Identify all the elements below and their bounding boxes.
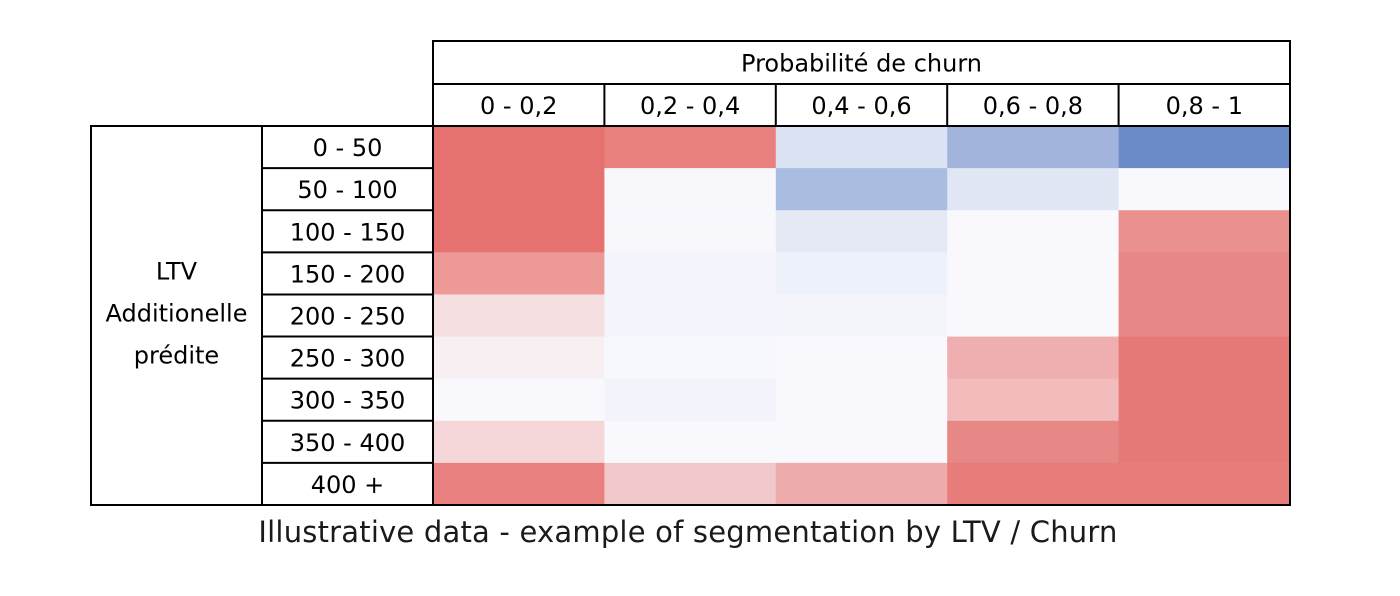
heatmap-cell — [1118, 210, 1291, 253]
heatmap-cell — [604, 462, 777, 506]
heatmap-cell — [604, 126, 777, 169]
heatmap-cell — [947, 210, 1120, 253]
row-header: 350 - 400 — [290, 429, 406, 457]
heatmap-cell — [1118, 420, 1291, 464]
heatmap-cell — [947, 126, 1120, 169]
heatmap-cell — [604, 252, 777, 295]
heatmap-cell — [1118, 462, 1291, 506]
heatmap-cell — [433, 462, 605, 506]
heatmap-cell — [775, 210, 948, 253]
heatmap-cell — [947, 420, 1120, 464]
heatmap-chart: Probabilité de churn 0 - 0,2 0,2 - 0,4 0,4 … — [90, 40, 1291, 506]
heatmap-cell — [947, 462, 1120, 506]
heatmap-cell — [1118, 378, 1291, 422]
heatmap-cell — [947, 252, 1120, 295]
heatmap-cell — [604, 420, 777, 464]
heatmap-cell — [775, 252, 948, 295]
heatmap-cell — [604, 210, 777, 253]
column-header: 0,4 - 0,6 — [811, 92, 911, 120]
row-header: 0 - 50 — [313, 134, 383, 162]
column-header: 0,6 - 0,8 — [983, 92, 1083, 120]
column-header: 0,8 - 1 — [1166, 92, 1243, 120]
heatmap-cell — [433, 210, 605, 253]
row-header: 150 - 200 — [290, 260, 406, 288]
row-header: 300 - 350 — [290, 387, 406, 415]
heatmap-cell — [775, 462, 948, 506]
heatmap-cell — [433, 294, 605, 338]
heatmap-cell — [775, 168, 948, 211]
row-header: 50 - 100 — [297, 176, 397, 204]
heatmap-cell — [1118, 168, 1291, 211]
heatmap-cell — [947, 378, 1120, 422]
table-border — [90, 125, 1291, 506]
heatmap-cell — [1118, 294, 1291, 338]
heatmap-cell — [775, 378, 948, 422]
row-header: 200 - 250 — [290, 303, 406, 331]
row-header: 250 - 300 — [290, 345, 406, 373]
heatmap-cell — [433, 252, 605, 295]
heatmap-cell — [1118, 252, 1291, 295]
heatmap-cell — [1118, 126, 1291, 169]
heatmap-cell — [433, 378, 605, 422]
row-header: 100 - 150 — [290, 218, 406, 246]
heatmap-cell — [604, 168, 777, 211]
heatmap-cell — [433, 336, 605, 380]
heatmap-cell — [775, 420, 948, 464]
heatmap-cell — [604, 336, 777, 380]
column-header: 0 - 0,2 — [480, 92, 557, 120]
heatmap-cell — [433, 420, 605, 464]
heatmap-cell — [775, 126, 948, 169]
heatmap-cell — [775, 294, 948, 338]
heatmap-cell — [604, 294, 777, 338]
column-header: 0,2 - 0,4 — [640, 92, 740, 120]
heatmap-cell — [947, 294, 1120, 338]
row-group-label: Additionelle — [106, 300, 248, 328]
heatmap-cell — [947, 336, 1120, 380]
column-group-label: Probabilité de churn — [741, 50, 982, 78]
heatmap-cell — [1118, 336, 1291, 380]
row-group-label: LTV — [156, 258, 198, 286]
row-group-label: prédite — [134, 342, 219, 370]
row-header: 400 + — [311, 471, 385, 499]
chart-caption: Illustrative data - example of segmentat… — [258, 515, 1118, 549]
heatmap-cell — [433, 168, 605, 211]
heatmap-cell — [604, 378, 777, 422]
heatmap-cell — [947, 168, 1120, 211]
heatmap-cell — [433, 126, 605, 169]
heatmap-cell — [775, 336, 948, 380]
